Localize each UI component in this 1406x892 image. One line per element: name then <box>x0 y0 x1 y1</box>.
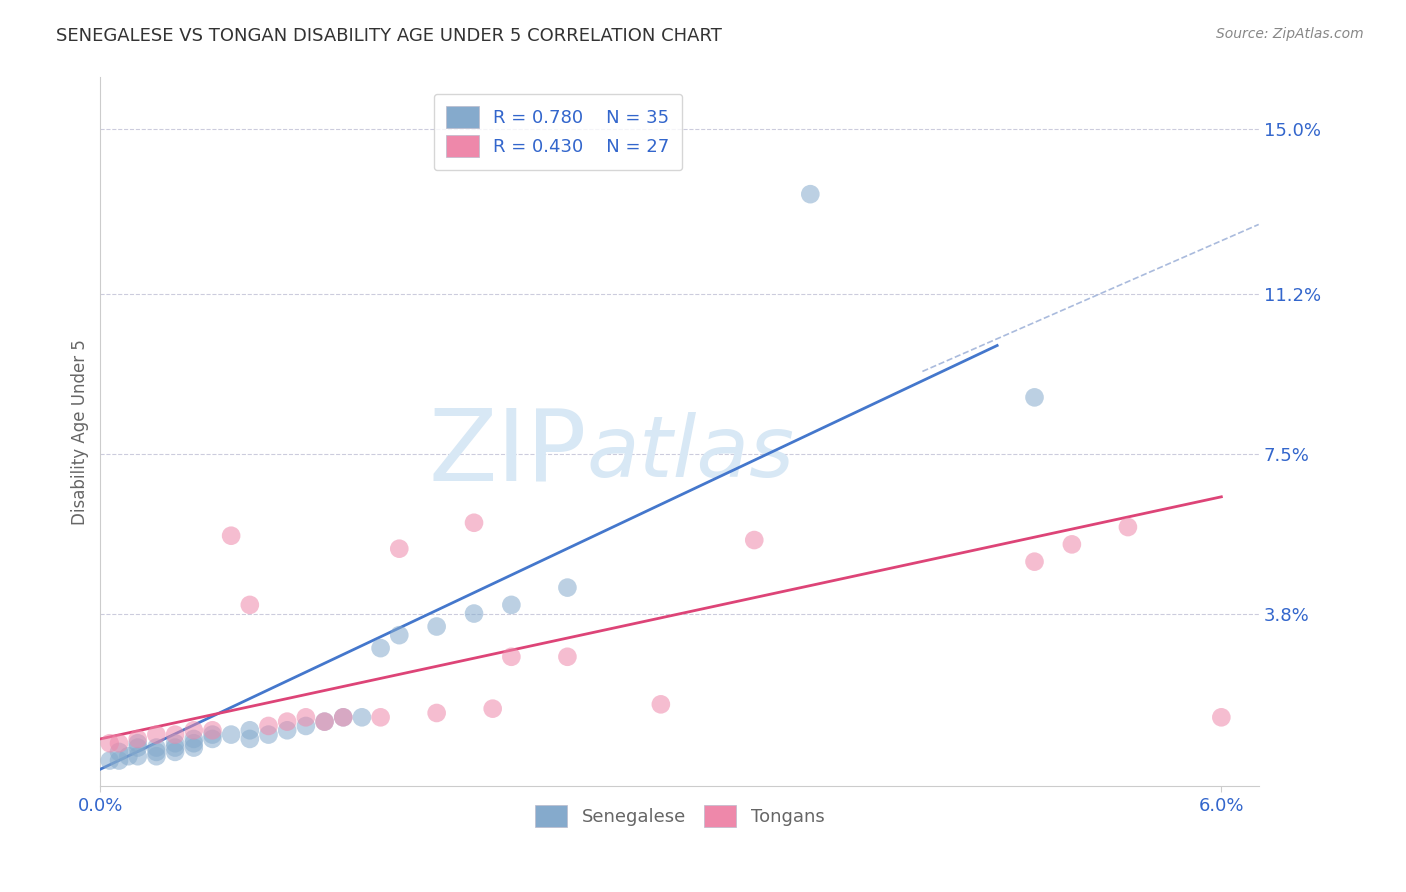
Point <box>481 701 503 715</box>
Point <box>501 649 523 664</box>
Point <box>183 740 205 755</box>
Point <box>1116 520 1139 534</box>
Text: ZIP: ZIP <box>429 405 586 501</box>
Point <box>201 728 224 742</box>
Point <box>1024 390 1046 404</box>
Point <box>108 745 131 759</box>
Point <box>127 740 149 755</box>
Point <box>201 723 224 738</box>
Point <box>98 736 121 750</box>
Point <box>165 740 187 755</box>
Point <box>1211 710 1233 724</box>
Point <box>314 714 336 729</box>
Point <box>370 641 392 656</box>
Point <box>219 728 242 742</box>
Point <box>799 187 821 202</box>
Point <box>145 728 167 742</box>
Text: Source: ZipAtlas.com: Source: ZipAtlas.com <box>1216 27 1364 41</box>
Point <box>276 723 298 738</box>
Point <box>127 749 149 764</box>
Point <box>239 731 262 746</box>
Point <box>463 607 485 621</box>
Point <box>557 581 579 595</box>
Point <box>127 731 149 746</box>
Point <box>370 710 392 724</box>
Point <box>98 754 121 768</box>
Point <box>1024 555 1046 569</box>
Point <box>742 533 765 547</box>
Point <box>388 628 411 642</box>
Point <box>426 706 449 720</box>
Point <box>650 698 672 712</box>
Point <box>332 710 354 724</box>
Legend: Senegalese, Tongans: Senegalese, Tongans <box>527 797 832 834</box>
Point <box>257 728 280 742</box>
Point <box>145 749 167 764</box>
Point <box>276 714 298 729</box>
Point <box>314 714 336 729</box>
Point <box>145 740 167 755</box>
Point <box>1060 537 1083 551</box>
Point <box>557 649 579 664</box>
Point <box>108 736 131 750</box>
Point <box>201 731 224 746</box>
Point <box>165 728 187 742</box>
Point <box>145 745 167 759</box>
Point <box>350 710 373 724</box>
Point <box>501 598 523 612</box>
Point <box>388 541 411 556</box>
Point <box>463 516 485 530</box>
Point <box>108 754 131 768</box>
Y-axis label: Disability Age Under 5: Disability Age Under 5 <box>72 339 89 524</box>
Point <box>183 731 205 746</box>
Point <box>183 736 205 750</box>
Point <box>257 719 280 733</box>
Point <box>295 710 318 724</box>
Point <box>239 723 262 738</box>
Point <box>239 598 262 612</box>
Text: atlas: atlas <box>586 412 794 495</box>
Point <box>295 719 318 733</box>
Point <box>127 736 149 750</box>
Point <box>165 736 187 750</box>
Point <box>332 710 354 724</box>
Point <box>426 619 449 633</box>
Text: SENEGALESE VS TONGAN DISABILITY AGE UNDER 5 CORRELATION CHART: SENEGALESE VS TONGAN DISABILITY AGE UNDE… <box>56 27 723 45</box>
Point <box>219 529 242 543</box>
Point <box>183 723 205 738</box>
Point <box>117 749 139 764</box>
Point <box>165 745 187 759</box>
